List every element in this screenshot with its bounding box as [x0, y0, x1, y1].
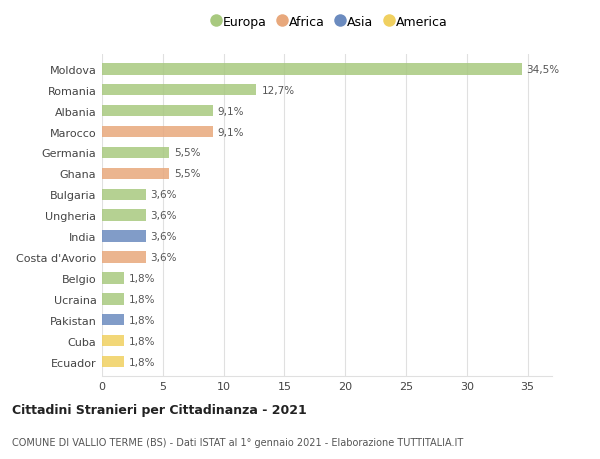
Text: COMUNE DI VALLIO TERME (BS) - Dati ISTAT al 1° gennaio 2021 - Elaborazione TUTTI: COMUNE DI VALLIO TERME (BS) - Dati ISTAT… [12, 437, 463, 447]
Text: 5,5%: 5,5% [174, 169, 200, 179]
Bar [102, 252, 146, 263]
Legend: Europa, Africa, Asia, America: Europa, Africa, Asia, America [208, 11, 452, 34]
Text: 3,6%: 3,6% [151, 232, 177, 241]
Bar [102, 85, 256, 96]
Text: 1,8%: 1,8% [129, 357, 155, 367]
Bar [102, 293, 124, 305]
Text: 34,5%: 34,5% [526, 65, 560, 75]
Bar [102, 210, 146, 222]
Text: 3,6%: 3,6% [151, 190, 177, 200]
Text: 1,8%: 1,8% [129, 315, 155, 325]
Bar [102, 147, 169, 159]
Bar [102, 314, 124, 326]
Bar [102, 356, 124, 368]
Text: 12,7%: 12,7% [262, 85, 295, 95]
Text: 3,6%: 3,6% [151, 211, 177, 221]
Bar [102, 189, 146, 201]
Text: 1,8%: 1,8% [129, 273, 155, 283]
Text: 9,1%: 9,1% [218, 127, 244, 137]
Text: Cittadini Stranieri per Cittadinanza - 2021: Cittadini Stranieri per Cittadinanza - 2… [12, 403, 307, 416]
Text: 5,5%: 5,5% [174, 148, 200, 158]
Text: 3,6%: 3,6% [151, 252, 177, 263]
Bar [102, 335, 124, 347]
Bar [102, 106, 212, 117]
Text: 1,8%: 1,8% [129, 336, 155, 346]
Bar [102, 273, 124, 284]
Bar [102, 127, 212, 138]
Text: 9,1%: 9,1% [218, 106, 244, 117]
Bar [102, 64, 521, 75]
Bar [102, 168, 169, 180]
Text: 1,8%: 1,8% [129, 294, 155, 304]
Bar [102, 231, 146, 242]
